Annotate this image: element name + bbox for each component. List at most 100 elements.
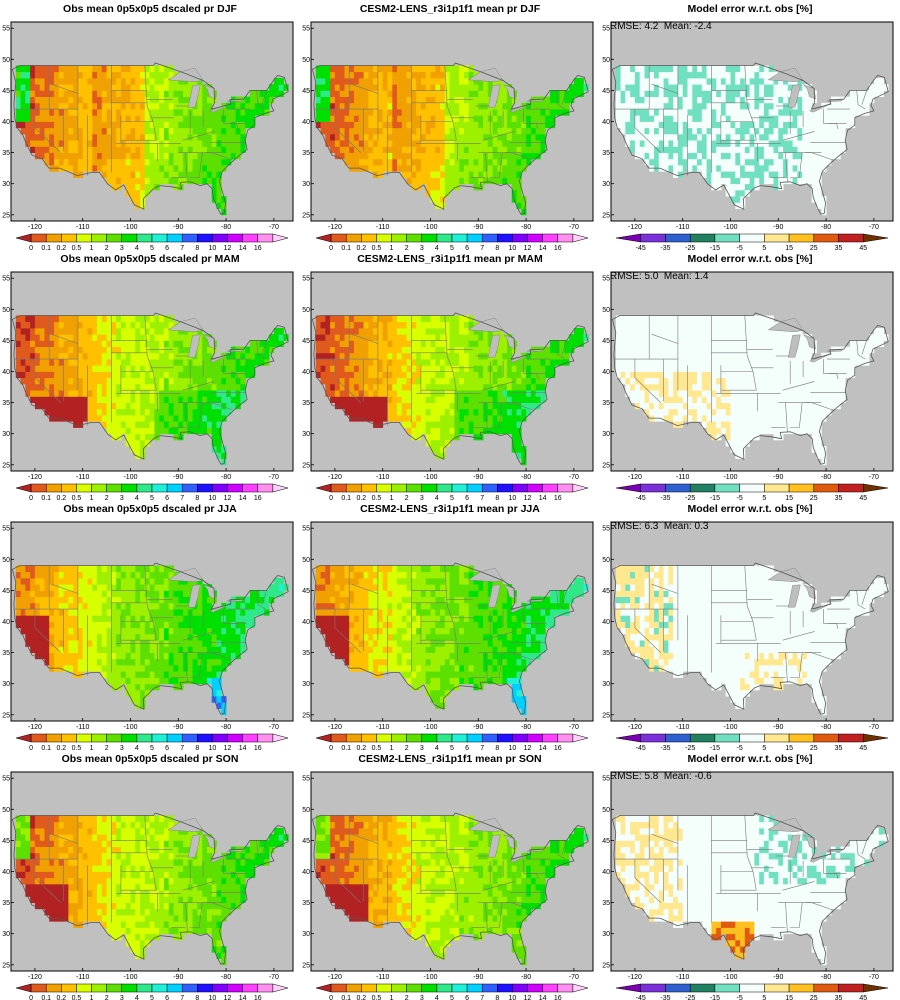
lat-tick-label: 25 — [602, 212, 610, 219]
colorbar-label: -15 — [710, 745, 720, 750]
data-cells — [15, 815, 289, 966]
colorbar-label: 8 — [495, 245, 499, 250]
colorbar-label: 8 — [195, 745, 199, 750]
colorbar: -45 -35 -25 -15 -5 5 15 25 35 45 — [615, 733, 889, 750]
lat-tick-label: 50 — [2, 557, 10, 564]
colorbar: 0 0.1 0.2 0.5 1 2 3 4 5 6 7 8 10 12 14 16 — [315, 733, 589, 750]
lon-tick-label: -90 — [173, 474, 183, 481]
lon-tick-label: -110 — [676, 474, 690, 481]
colorbar-swatch — [714, 983, 740, 993]
colorbar-label: 0.2 — [356, 245, 366, 250]
colorbar-swatch — [863, 983, 889, 993]
colorbar-swatch — [764, 483, 790, 493]
colorbar-label: 4 — [435, 745, 439, 750]
colorbar-label: 0.2 — [56, 995, 66, 1000]
colorbar-label: 4 — [135, 245, 139, 250]
colorbar-label: 16 — [554, 495, 562, 500]
colorbar: 0 0.1 0.2 0.5 1 2 3 4 5 6 7 8 10 12 14 16 — [315, 233, 589, 250]
lat-tick-label: 25 — [602, 962, 610, 969]
colorbar-label: 15 — [785, 995, 793, 1000]
lat-tick-label: 55 — [602, 26, 610, 33]
colorbar-swatch — [481, 733, 498, 743]
lon-tick-label: -110 — [76, 474, 90, 481]
lat-tick-label: 40 — [2, 119, 10, 126]
colorbar-label: 10 — [209, 745, 217, 750]
colorbar-swatch — [466, 483, 483, 493]
lat-tick-label: 45 — [2, 88, 10, 95]
coastline — [11, 812, 289, 965]
lon-tick-label: -80 — [521, 224, 531, 231]
lon-tick-label: -80 — [221, 224, 231, 231]
state-border — [782, 381, 815, 391]
colorbar-swatch — [640, 483, 666, 493]
colorbar-label: 2 — [105, 245, 109, 250]
state-border — [182, 631, 215, 641]
coastline — [611, 312, 889, 465]
colorbar-swatch — [665, 733, 691, 743]
colorbar-swatch — [689, 983, 716, 993]
state-border — [51, 333, 79, 344]
state-border — [556, 340, 566, 360]
state-border — [805, 902, 834, 911]
state-border — [256, 840, 266, 860]
lat-tick-label: 40 — [602, 369, 610, 376]
state-border — [856, 840, 866, 860]
state-border — [228, 373, 239, 380]
colorbar-label: 7 — [480, 745, 484, 750]
lon-tick-label: -90 — [773, 474, 783, 481]
state-border — [651, 83, 679, 94]
colorbar-label: 7 — [480, 495, 484, 500]
state-border — [51, 583, 79, 594]
colorbar-swatch — [15, 483, 32, 493]
lake-2 — [502, 584, 516, 600]
lat-tick-label: 40 — [302, 619, 310, 626]
colorbar-label: 3 — [120, 995, 124, 1000]
lake-1 — [187, 834, 201, 858]
error-stats: RMSE: 4.2 Mean: -2.4 — [610, 21, 712, 32]
lat-tick-label: 25 — [302, 462, 310, 469]
colorbar-label: 8 — [495, 495, 499, 500]
colorbar-label: 0 — [329, 745, 333, 750]
colorbar-swatch — [121, 483, 138, 493]
colorbar-label: 6 — [165, 495, 169, 500]
lat-tick-label: 35 — [602, 650, 610, 657]
lake-2 — [202, 834, 216, 850]
state-border — [561, 340, 567, 355]
lat-tick-label: 55 — [302, 26, 310, 33]
colorbar-label: 15 — [785, 495, 793, 500]
state-border — [856, 340, 866, 360]
colorbar-label: 0.1 — [341, 495, 351, 500]
lake-1 — [187, 584, 201, 608]
state-border — [205, 402, 234, 411]
lon-tick-label: -90 — [773, 224, 783, 231]
colorbar-swatch — [61, 483, 77, 493]
lon-tick-label: -90 — [773, 974, 783, 981]
colorbar-label: 1 — [90, 995, 94, 1000]
colorbar-swatch — [527, 233, 543, 243]
colorbar-swatch — [466, 233, 483, 243]
lake-2 — [502, 834, 516, 850]
colorbar-swatch — [76, 733, 92, 743]
state-border — [561, 590, 567, 605]
lon-tick-label: -120 — [628, 474, 642, 481]
lon-tick-label: -110 — [376, 474, 390, 481]
lake-1 — [787, 834, 801, 858]
colorbar-swatch — [572, 483, 589, 493]
state-border — [828, 373, 839, 380]
state-border — [144, 315, 157, 391]
lake-1 — [487, 334, 501, 358]
state-border — [444, 815, 457, 891]
colorbar-swatch — [136, 733, 153, 743]
lat-tick-label: 30 — [602, 681, 610, 688]
colorbar-label: 5 — [762, 745, 766, 750]
coastline — [311, 562, 589, 715]
colorbar-swatch — [813, 983, 839, 993]
colorbar-swatch — [257, 233, 274, 243]
colorbar-swatch — [212, 233, 228, 243]
colorbar-label: 35 — [835, 745, 843, 750]
colorbar-swatch — [76, 233, 92, 243]
lake-2 — [802, 334, 816, 350]
state-border — [482, 631, 515, 641]
